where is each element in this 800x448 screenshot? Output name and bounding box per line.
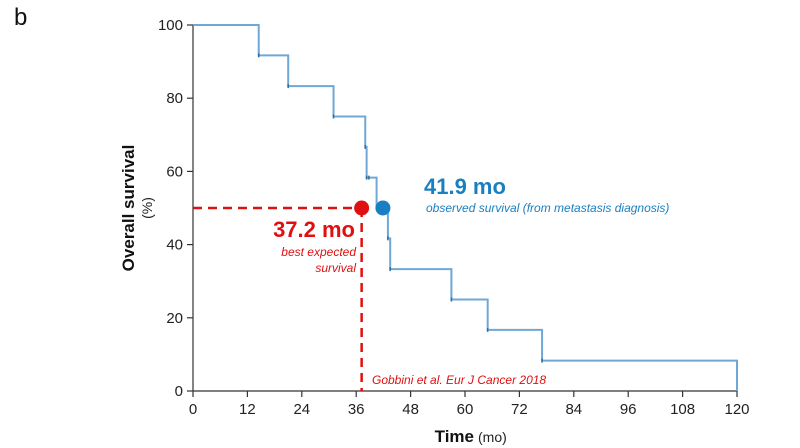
expected-survival-marker — [354, 200, 370, 216]
x-tick-label: 12 — [239, 401, 256, 418]
x-tick-label: 0 — [189, 401, 197, 418]
x-ticks: 0 12 24 36 48 60 72 84 96 108 120 — [189, 391, 750, 418]
x-tick-label: 24 — [293, 401, 310, 418]
x-tick-label: 72 — [511, 401, 528, 418]
y-tick-label: 20 — [166, 310, 183, 327]
x-tick-label: 96 — [620, 401, 637, 418]
x-tick-label: 60 — [457, 401, 474, 418]
series-group — [193, 24, 738, 391]
reference-citation: Gobbini et al. Eur J Cancer 2018 — [372, 373, 546, 387]
x-tick-label: 48 — [402, 401, 419, 418]
expected-survival-caption-line1: best expected — [281, 245, 356, 259]
observed-survival-caption: observed survival (from metastasis diagn… — [426, 201, 669, 215]
y-tick-label: 40 — [166, 237, 183, 254]
y-ticks: 0 20 40 60 80 100 — [158, 17, 193, 400]
y-axis-title: Overall survival — [119, 145, 138, 272]
y-tick-label: 100 — [158, 17, 183, 34]
expected-survival-caption-line2: survival — [315, 261, 356, 275]
observed-survival-marker — [375, 200, 391, 216]
x-tick-label: 120 — [724, 401, 749, 418]
observed-survival-value: 41.9 mo — [424, 174, 506, 199]
x-tick-label: 84 — [565, 401, 582, 418]
x-axis-title: Time — [435, 427, 474, 446]
y-tick-label: 60 — [166, 163, 183, 180]
y-axis-unit: (%) — [139, 197, 155, 219]
x-tick-label: 108 — [670, 401, 695, 418]
reference-lines — [193, 206, 363, 391]
markers — [354, 200, 391, 216]
survival-step-line — [193, 24, 738, 391]
expected-survival-value: 37.2 mo — [273, 217, 355, 242]
y-tick-label: 80 — [166, 90, 183, 107]
y-tick-label: 0 — [175, 383, 183, 400]
panel-label: b — [14, 4, 28, 31]
x-tick-label: 36 — [348, 401, 365, 418]
x-axis-unit: (mo) — [478, 429, 507, 445]
